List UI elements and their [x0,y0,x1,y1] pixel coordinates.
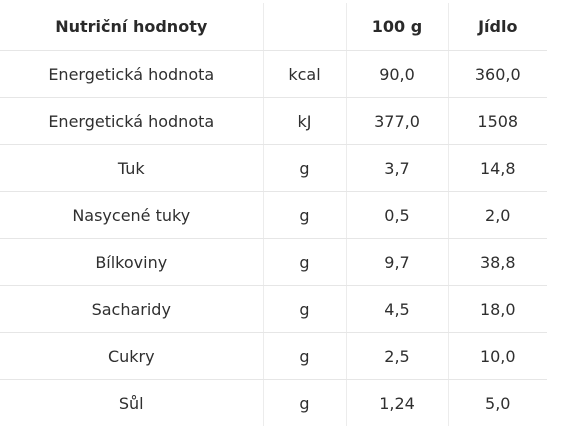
nutrient-unit: g [262,379,347,426]
table-row: Sacharidy g 4,5 18,0 [0,285,547,333]
nutrient-name: Bílkoviny [0,238,263,286]
nutrient-name: Energetická hodnota [0,97,263,145]
value-per-meal: 10,0 [447,332,547,380]
table-row: Cukry g 2,5 10,0 [0,332,547,380]
header-unit [262,3,347,51]
nutrient-name: Sůl [118,393,144,413]
table-row: Energetická hodnota kJ 377,0 1508 [0,97,547,145]
value-per-100g: 2,5 [346,332,448,380]
value-per-100g: 377,0 [346,97,448,145]
nutrient-name: Energetická hodnota [0,50,263,98]
header-per-100g: 100 g [346,3,448,51]
nutrient-name: Cukry [0,332,263,380]
nutrient-unit: g [262,238,347,286]
nutrient-name: Nasycené tuky [0,191,263,239]
header-nutrient: Nutriční hodnoty [0,3,263,51]
value-per-100g: 4,5 [346,285,448,333]
nutrient-name: Tuk [0,144,263,192]
header-row: Nutriční hodnoty 100 g Jídlo [0,3,547,51]
nutrient-unit: g [262,144,347,192]
value-per-meal: 14,8 [447,144,547,192]
value-per-100g: 3,7 [346,144,448,192]
table-row: Bílkoviny g 9,7 38,8 [0,238,547,286]
nutrient-unit: g [262,285,347,333]
nutrient-unit: kcal [262,50,347,98]
table-row: Sůl g 1,24 5,0 [0,379,547,426]
value-per-meal: 18,0 [447,285,547,333]
header-per-meal: Jídlo [447,3,547,51]
table-body: Energetická hodnota kcal 90,0 360,0 Ener… [0,50,547,426]
value-per-100g: 1,24 [379,393,415,413]
table-header: Nutriční hodnoty 100 g Jídlo [0,3,547,51]
nutrient-unit: g [262,332,347,380]
value-per-100g: 0,5 [346,191,448,239]
value-per-100g: 90,0 [346,50,448,98]
value-per-meal: 2,0 [447,191,547,239]
table-row: Nasycené tuky g 0,5 2,0 [0,191,547,239]
value-per-meal: 360,0 [447,50,547,98]
value-per-100g: 9,7 [346,238,448,286]
nutrient-unit: kJ [262,97,347,145]
value-per-meal: 5,0 [447,379,547,426]
nutrient-name: Sacharidy [0,285,263,333]
nutrition-table: Nutriční hodnoty 100 g Jídlo Energetická… [0,3,547,426]
value-per-meal: 1508 [447,97,547,145]
nutrient-unit: g [262,191,347,239]
table-row: Tuk g 3,7 14,8 [0,144,547,192]
value-per-meal: 38,8 [447,238,547,286]
table-row: Energetická hodnota kcal 90,0 360,0 [0,50,547,98]
